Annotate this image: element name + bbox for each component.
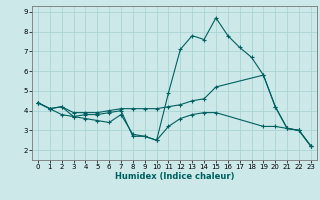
X-axis label: Humidex (Indice chaleur): Humidex (Indice chaleur)	[115, 172, 234, 181]
